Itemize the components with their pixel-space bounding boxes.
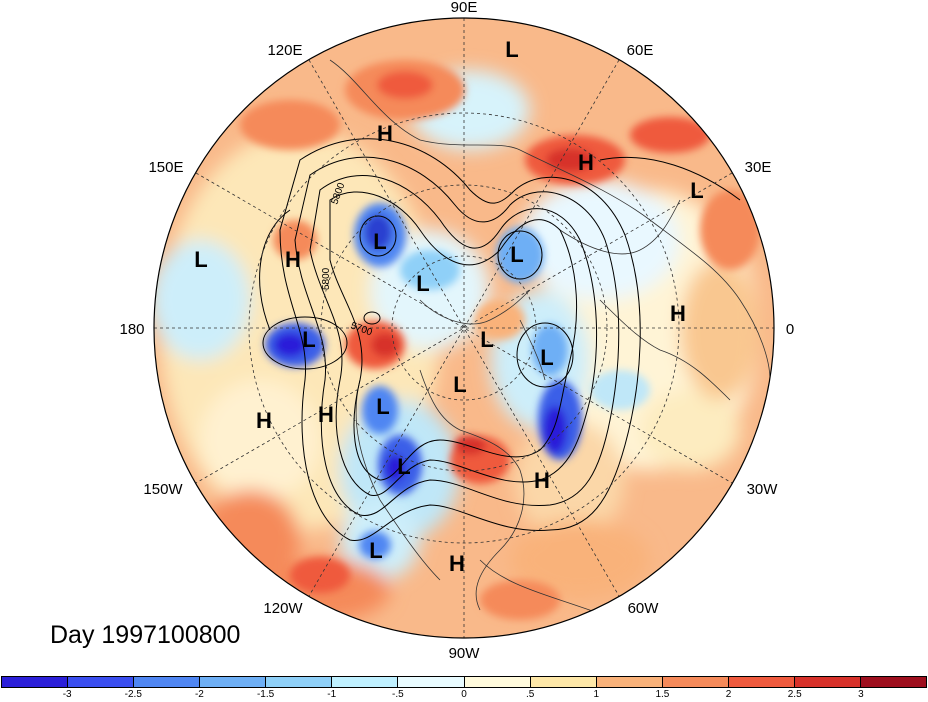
lon-label-60w: 60W [628,600,660,617]
colorbar-swatch [397,677,464,687]
colorbar-tick-label: .5 [525,689,535,700]
low-pressure-marker: L [194,247,207,272]
colorbar-swatch [2,677,68,687]
low-pressure-marker: L [373,229,386,254]
high-pressure-marker: H [377,121,393,146]
high-pressure-marker: H [449,551,465,576]
high-pressure-marker: H [534,468,550,493]
lon-label-120e: 120E [267,42,302,59]
low-pressure-marker: L [690,178,703,203]
low-pressure-marker: L [397,454,410,479]
colorbar-tick-label: -2 [194,689,204,700]
contour-label: 5800 [321,267,332,290]
colorbar-swatch [463,677,530,687]
colorbar-swatch [595,677,662,687]
colorbar-swatch [331,677,398,687]
low-pressure-marker: L [369,538,382,563]
lon-label-90e: 90E [451,0,478,16]
map-title: Day 1997100800 [50,621,241,649]
graticule [154,18,774,638]
colorbar-swatch [265,677,332,687]
high-pressure-marker: H [318,402,334,427]
colorbar-tick-label: 1.5 [655,689,670,700]
colorbar-swatch [529,677,596,687]
colorbar-tick-label: 0 [461,689,467,700]
colorbar-tick-labels: -3 -2.5 -2 -1.5 -1 -.5 0 .5 1 1.5 2 2.5 3 [1,689,927,702]
high-pressure-marker: H [578,150,594,175]
colorbar-swatch [860,677,927,687]
colorbar-tick-label: -.5 [392,689,404,700]
map-boundary [153,17,775,639]
lon-label-150w: 150W [143,481,183,498]
colorbar-tick-label: -1.5 [256,689,275,700]
colorbar-swatch [727,677,794,687]
lon-label-120w: 120W [263,600,303,617]
low-pressure-marker: L [540,345,553,370]
lon-label-90w: 90W [449,645,481,662]
low-pressure-marker: L [480,327,493,352]
colorbar-tick-label: 2.5 [787,689,802,700]
colorbar-tick-label: 1 [593,689,600,700]
lon-label-30e: 30E [745,159,772,176]
height-contours [259,138,741,541]
high-pressure-marker: H [670,301,686,326]
low-pressure-marker: L [505,37,518,62]
lon-label-150e: 150E [148,159,183,176]
low-pressure-marker: L [453,372,466,397]
high-pressure-marker: H [285,247,301,272]
colorbar-swatch [661,677,728,687]
low-pressure-marker: L [416,271,429,296]
colorbar-swatch [793,677,861,687]
low-pressure-marker: L [376,394,389,419]
lon-label-0: 0 [786,321,794,338]
colorbar-swatch [133,677,200,687]
low-pressure-marker: L [302,327,315,352]
lon-label-30w: 30W [747,481,779,498]
colorbar-swatch [199,677,266,687]
colorbar-tick-label: 3 [858,689,864,700]
colorbar-tick-label: -1 [327,689,337,700]
colorbar-swatch [67,677,134,687]
lon-label-60e: 60E [627,42,654,59]
colorbar [1,676,927,688]
colorbar-tick-label: -2.5 [124,689,142,700]
lon-label-180: 180 [119,321,144,338]
colorbar-tick-label: -3 [62,689,72,700]
low-pressure-marker: L [510,242,523,267]
colorbar-tick-label: 2 [725,689,732,700]
high-pressure-marker: H [256,408,272,433]
